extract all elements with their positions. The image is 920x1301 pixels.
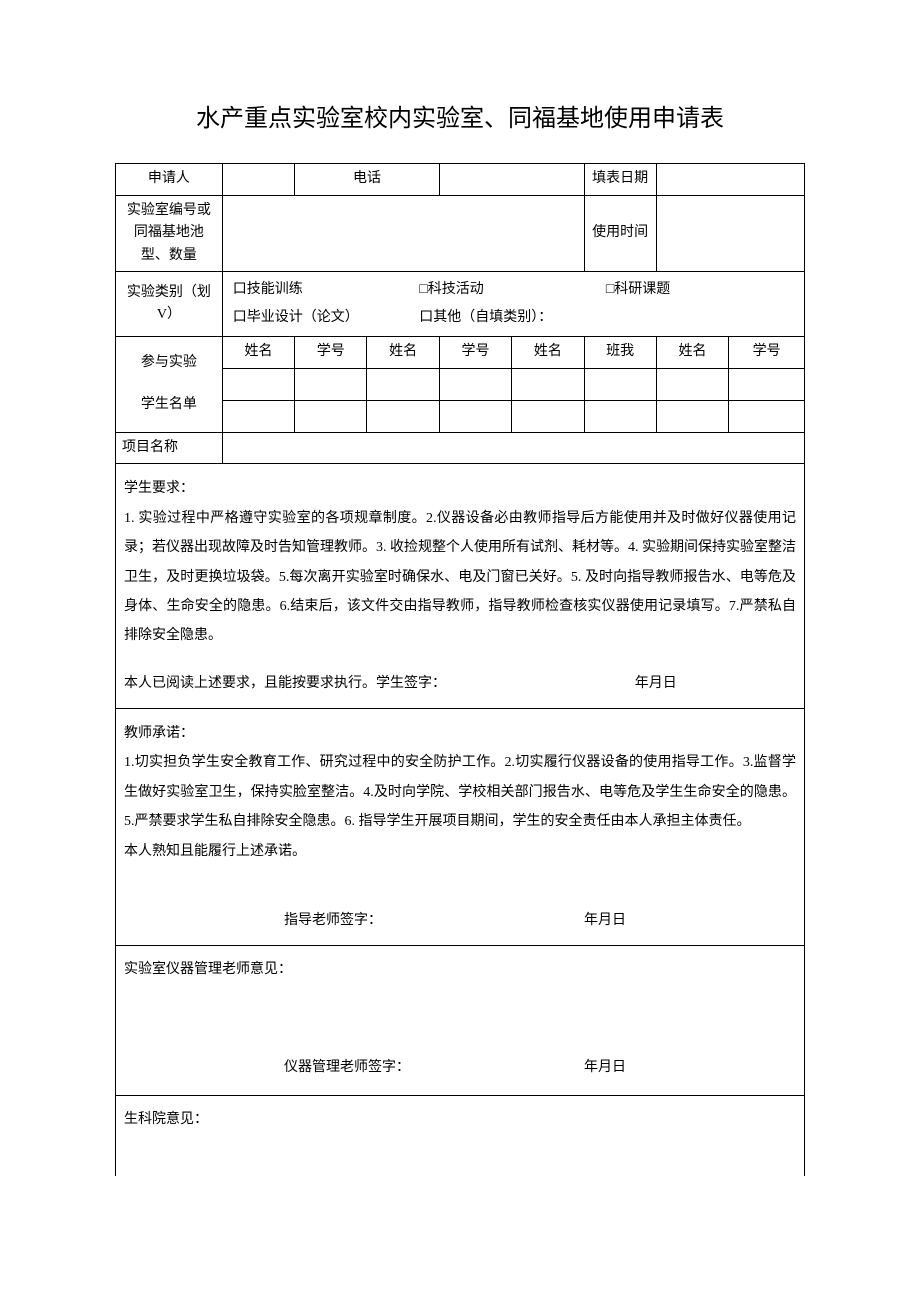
student-confirm-text: 本人已阅读上述要求，且能按要求执行。学生签字： [124,669,635,698]
row-lab: 实验室编号或同福基地池型、数量 使用时间 [116,195,805,271]
row-manager-opinion: 实验室仪器管理老师意见： 仪器管理老师签字： 年月日 [116,946,805,1096]
lab-number-label: 实验室编号或同福基地池型、数量 [116,195,223,271]
opt-research[interactable]: □科研课题 [606,276,793,304]
category-options[interactable]: 口技能训练 □科技活动 □科研课题 口毕业设计（论文） 口其他（自填类别）： [222,271,804,336]
student-cell[interactable] [656,400,728,432]
student-requirements-cell: 学生要求： 1. 实验过程中严格遵守实验室的各项规章制度。2.仪器设备必由教师指… [116,464,805,709]
opt-tech[interactable]: □科技活动 [419,276,606,304]
student-cell[interactable] [584,368,656,400]
project-label: 项目名称 [116,432,223,463]
th-id-2: 学号 [439,336,511,368]
student-sign-date: 年月日 [635,669,677,698]
applicant-label: 申请人 [116,164,223,195]
row-teacher-promise: 教师承诺： 1.切实担负学生安全教育工作、研究过程中的安全防护工作。2.切实履行… [116,709,805,946]
teacher-heading: 教师承诺： [124,719,796,748]
student-cell[interactable] [367,368,439,400]
th-name-2: 姓名 [367,336,439,368]
students-side-label: 参与实验 学生名单 [116,336,223,432]
teacher-sign-row: 指导老师签字： 年月日 [124,906,796,935]
row-college-opinion: 生科院意见： [116,1096,805,1176]
date-label: 填表日期 [584,164,656,195]
teacher-promise-cell: 教师承诺： 1.切实担负学生安全教育工作、研究过程中的安全防护工作。2.切实履行… [116,709,805,946]
teacher-sign-label: 指导老师签字： [284,906,584,935]
opt-thesis[interactable]: 口毕业设计（论文） [233,304,420,332]
th-id-1: 学号 [295,336,367,368]
opt-skill[interactable]: 口技能训练 [233,276,420,304]
manager-sign-label: 仪器管理老师签字： [284,1054,584,1082]
use-time-label: 使用时间 [584,195,656,271]
teacher-confirm: 本人熟知且能履行上述承诺。 [124,837,796,866]
row-student-header: 参与实验 学生名单 姓名 学号 姓名 学号 姓名 班我 姓名 学号 [116,336,805,368]
row-student-requirements: 学生要求： 1. 实验过程中严格遵守实验室的各项规章制度。2.仪器设备必由教师指… [116,464,805,709]
college-heading: 生科院意见： [124,1106,796,1134]
college-opinion-cell: 生科院意见： [116,1096,805,1176]
phone-label: 电话 [295,164,440,195]
student-cell[interactable] [512,368,584,400]
th-class: 班我 [584,336,656,368]
manager-sign-date: 年月日 [584,1054,626,1082]
page-title: 水产重点实验室校内实验室、同福基地使用申请表 [115,100,805,138]
th-id-4: 学号 [729,336,805,368]
row-project: 项目名称 [116,432,805,463]
phone-value[interactable] [439,164,584,195]
use-time-value[interactable] [656,195,804,271]
teacher-body: 1.切实担负学生安全教育工作、研究过程中的安全防护工作。2.切实履行仪器设备的使… [124,748,796,836]
student-cell[interactable] [222,400,294,432]
teacher-sign-date: 年月日 [584,906,626,935]
student-cell[interactable] [295,400,367,432]
row-applicant: 申请人 电话 填表日期 [116,164,805,195]
student-cell[interactable] [295,368,367,400]
student-cell[interactable] [439,368,511,400]
project-value[interactable] [222,432,804,463]
manager-heading: 实验室仪器管理老师意见： [124,956,796,984]
category-label: 实验类别（划 V） [116,271,223,336]
th-name-4: 姓名 [656,336,728,368]
lab-number-value[interactable] [222,195,584,271]
application-form-table: 申请人 电话 填表日期 实验室编号或同福基地池型、数量 使用时间 实验类别（划 … [115,163,805,1176]
applicant-value[interactable] [222,164,294,195]
student-cell[interactable] [222,368,294,400]
student-cell[interactable] [367,400,439,432]
student-cell[interactable] [729,368,805,400]
student-req-heading: 学生要求： [124,474,796,503]
student-cell[interactable] [512,400,584,432]
student-sign-line: 本人已阅读上述要求，且能按要求执行。学生签字： 年月日 [124,669,796,698]
th-name-1: 姓名 [222,336,294,368]
th-name-3: 姓名 [512,336,584,368]
row-category: 实验类别（划 V） 口技能训练 □科技活动 □科研课题 口毕业设计（论文） 口其… [116,271,805,336]
manager-sign-row: 仪器管理老师签字： 年月日 [124,1054,796,1082]
student-cell[interactable] [439,400,511,432]
date-value[interactable] [656,164,804,195]
student-cell[interactable] [584,400,656,432]
student-cell[interactable] [656,368,728,400]
opt-other[interactable]: 口其他（自填类别）： [419,304,552,332]
manager-opinion-cell: 实验室仪器管理老师意见： 仪器管理老师签字： 年月日 [116,946,805,1096]
student-cell[interactable] [729,400,805,432]
student-req-body: 1. 实验过程中严格遵守实验室的各项规章制度。2.仪器设备必由教师指导后方能使用… [124,504,796,651]
